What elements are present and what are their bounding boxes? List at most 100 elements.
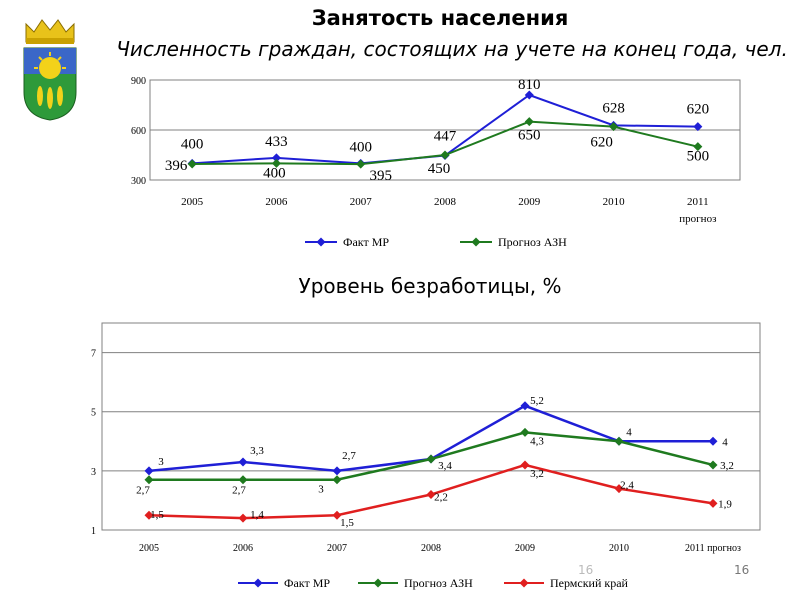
crown-icon [25, 19, 75, 44]
y-tick-label: 300 [131, 176, 146, 187]
data-label: 3,3 [250, 445, 264, 457]
data-point [440, 150, 450, 160]
chart-1-title: Численность граждан, состоящих на учете … [116, 37, 788, 61]
data-point [144, 466, 154, 476]
data-label: 400 [349, 139, 372, 155]
y-tick-label: 5 [91, 408, 96, 419]
data-label: 1,5 [340, 517, 354, 529]
plot-area [101, 322, 761, 531]
data-point [708, 498, 718, 508]
data-point [144, 510, 154, 520]
legend-label: Пермский край [550, 576, 629, 590]
data-label: 2,7 [136, 485, 150, 497]
data-point [609, 122, 619, 132]
x-tick-label: 2005 [139, 543, 159, 554]
data-point [332, 510, 342, 520]
data-label: 450 [428, 161, 451, 177]
data-label: 1,9 [718, 498, 732, 510]
legend-marker [373, 578, 383, 588]
data-point [524, 117, 534, 127]
data-label: 1,4 [250, 509, 264, 521]
data-label: 400 [263, 165, 286, 181]
data-label: 3 [158, 456, 164, 468]
data-point [708, 436, 718, 446]
data-label: 2,4 [620, 480, 634, 492]
x-tick-label: 2011 прогноз [685, 543, 741, 554]
legend-marker [471, 237, 481, 247]
data-label: 2,2 [434, 492, 448, 504]
x-tick-label: 2011 [687, 196, 709, 208]
data-point [238, 457, 248, 467]
legend-label: Прогноз АЗН [498, 235, 567, 249]
legend-marker [519, 578, 529, 588]
data-point [332, 466, 342, 476]
x-tick-label: 2006 [265, 196, 288, 208]
data-point [614, 436, 624, 446]
data-label: 4 [722, 436, 728, 448]
legend-label: Факт МР [284, 576, 330, 590]
data-point [426, 454, 436, 464]
coat-of-arms-icon [23, 19, 77, 121]
data-point [614, 484, 624, 494]
x-tick-label: 2008 [421, 543, 441, 554]
data-label: 4 [626, 426, 632, 438]
data-point [708, 460, 718, 470]
data-point [693, 142, 703, 152]
x-tick-label: 2006 [233, 543, 253, 554]
x-tick-label: 2007 [350, 196, 373, 208]
y-tick-label: 1 [91, 526, 96, 537]
x-tick-label: 2007 [327, 543, 347, 554]
data-label: 3,2 [530, 468, 544, 480]
data-label: 1,5 [150, 509, 164, 521]
x-tick-label: 2005 [181, 196, 204, 208]
data-point [271, 158, 281, 168]
x-tick-label: 2009 [515, 543, 535, 554]
data-label: 628 [602, 100, 625, 116]
x-tick-note: прогноз [679, 213, 716, 225]
data-label: 2,7 [232, 485, 246, 497]
data-label: 447 [434, 129, 457, 145]
data-point [238, 513, 248, 523]
data-label: 3,4 [438, 460, 452, 472]
data-point [520, 460, 530, 470]
data-label: 500 [687, 149, 710, 165]
data-label: 620 [687, 102, 710, 118]
x-tick-label: 2008 [434, 196, 457, 208]
legend-marker [253, 578, 263, 588]
data-point [520, 427, 530, 437]
data-point [187, 159, 197, 169]
data-point [332, 475, 342, 485]
data-label: 400 [181, 136, 204, 152]
data-point [271, 153, 281, 163]
unemployment-rate-chart: 1 3 5 7 2005 2006 2007 2008 2009 2010 2011 прогноз… [91, 322, 761, 590]
data-label: 4,3 [530, 435, 544, 447]
data-label: 810 [518, 77, 541, 93]
x-tick-label: 2010 [609, 543, 629, 554]
data-label: 3,2 [720, 460, 734, 472]
data-label: 396 [165, 158, 188, 174]
data-point [520, 401, 530, 411]
legend-marker [316, 237, 326, 247]
y-tick-label: 7 [91, 349, 96, 360]
y-tick-label: 600 [131, 126, 146, 137]
y-tick-label: 900 [131, 76, 146, 87]
data-point [356, 159, 366, 169]
page-number: 16 [734, 563, 750, 577]
registered-unemployed-chart: 300 600 900 2005 2006 2007 2008 2009 2010 2011 про… [131, 76, 741, 249]
legend-label: Факт МР [343, 235, 389, 249]
page-title: Занятость населения [311, 6, 569, 30]
legend-label: Прогноз АЗН [404, 576, 473, 590]
data-point [426, 490, 436, 500]
y-tick-label: 3 [91, 467, 96, 478]
data-label: 3 [318, 484, 324, 496]
x-tick-label: 2009 [518, 196, 541, 208]
data-point [524, 90, 534, 100]
data-label: 650 [518, 128, 541, 144]
data-label: 395 [369, 168, 392, 184]
data-label: 433 [265, 134, 288, 150]
data-label: 620 [590, 135, 613, 151]
data-point [144, 475, 154, 485]
data-label: 5,2 [530, 395, 544, 407]
chart-2-title: Уровень безработицы, % [298, 274, 562, 298]
data-point [238, 475, 248, 485]
